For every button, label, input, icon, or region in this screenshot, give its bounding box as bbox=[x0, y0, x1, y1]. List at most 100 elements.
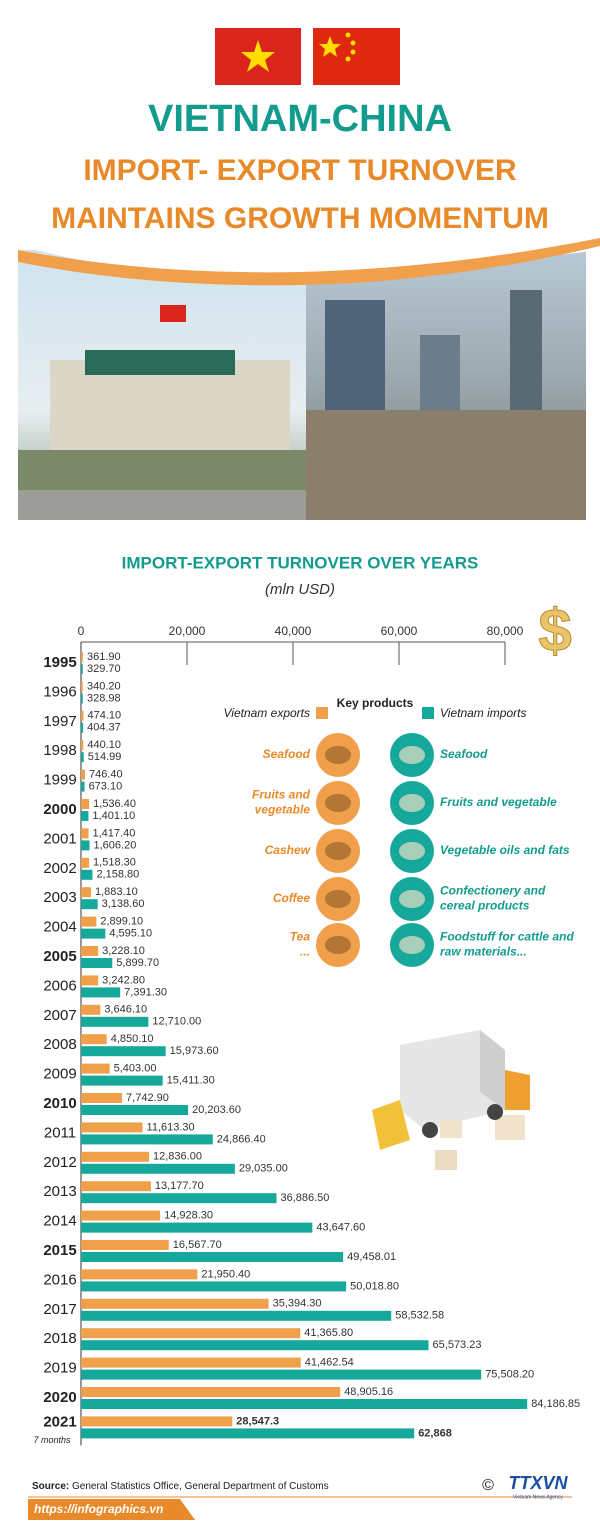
footer: Source: General Statistics Office, Gener… bbox=[28, 1473, 572, 1520]
bar bbox=[81, 769, 85, 780]
category-note: 7 months bbox=[33, 1435, 71, 1445]
chart-subtitle: (mln USD) bbox=[265, 581, 335, 598]
bar bbox=[81, 811, 89, 821]
y-tick-label: 1999 bbox=[43, 772, 76, 789]
bar bbox=[81, 1093, 123, 1103]
value-label: 3,138.60 bbox=[102, 898, 145, 910]
bar bbox=[81, 1328, 301, 1339]
value-label: 62,868 bbox=[418, 1427, 452, 1439]
bar bbox=[81, 1252, 344, 1262]
y-tick-label: 2005 bbox=[43, 948, 76, 965]
value-label: 24,866.40 bbox=[217, 1133, 266, 1145]
bar bbox=[81, 1340, 429, 1351]
value-label: 329.70 bbox=[87, 663, 121, 675]
value-label: 1,518.30 bbox=[93, 857, 136, 869]
bar bbox=[81, 693, 83, 704]
bar bbox=[81, 840, 90, 851]
bar bbox=[81, 1281, 347, 1292]
bar bbox=[81, 1222, 313, 1233]
flag-star bbox=[319, 36, 341, 57]
y-tick-label: 2011 bbox=[44, 1124, 76, 1141]
product-image bbox=[399, 890, 425, 908]
bar bbox=[81, 1105, 189, 1115]
product-image bbox=[399, 794, 425, 812]
value-label: 340.20 bbox=[87, 680, 121, 692]
value-label: 4,850.10 bbox=[111, 1033, 154, 1045]
value-label: 361.90 bbox=[87, 651, 121, 663]
bar bbox=[81, 1240, 169, 1250]
bar bbox=[81, 857, 90, 868]
value-label: 2,899.10 bbox=[100, 916, 143, 928]
logo: TTXVN bbox=[508, 1473, 568, 1493]
bar bbox=[81, 1151, 150, 1162]
y-tick-label: 2020 bbox=[43, 1389, 76, 1406]
bar bbox=[81, 828, 89, 839]
x-tick-label: 20,000 bbox=[169, 624, 206, 638]
value-label: 50,018.80 bbox=[350, 1280, 399, 1292]
product-image bbox=[325, 794, 351, 812]
value-label: 12,836.00 bbox=[153, 1151, 202, 1163]
value-label: 440.10 bbox=[87, 739, 121, 751]
y-tick-label: 2015 bbox=[43, 1242, 76, 1259]
y-tick-label: 1995 bbox=[43, 654, 76, 671]
bar bbox=[81, 740, 84, 751]
y-tick-label: 2016 bbox=[43, 1271, 76, 1288]
export-product: Fruits and bbox=[252, 788, 311, 802]
bar bbox=[81, 1310, 392, 1321]
logo-subtitle: Vietnam News Agency bbox=[513, 1494, 563, 1500]
y-tick-label: 2000 bbox=[43, 801, 76, 818]
bar bbox=[81, 916, 97, 927]
bar bbox=[81, 975, 99, 986]
bar bbox=[81, 1163, 235, 1174]
x-tick-label: 60,000 bbox=[381, 624, 418, 638]
key-products: Key products Vietnam exports Vietnam imp… bbox=[224, 696, 574, 967]
source: Source: General Statistics Office, Gener… bbox=[32, 1481, 329, 1492]
flag-star bbox=[345, 32, 351, 38]
value-label: 2,158.80 bbox=[96, 869, 139, 881]
website: https://infographics.vn bbox=[34, 1502, 163, 1516]
value-label: 13,177.70 bbox=[155, 1180, 204, 1192]
building-roof bbox=[85, 350, 235, 375]
x-tick-label: 40,000 bbox=[275, 624, 312, 638]
value-label: 43,647.60 bbox=[316, 1222, 365, 1234]
bar bbox=[81, 1122, 143, 1133]
china-flag bbox=[313, 28, 400, 85]
value-label: 474.10 bbox=[88, 710, 122, 722]
value-label: 49,458.01 bbox=[347, 1251, 396, 1263]
value-label: 3,646.10 bbox=[104, 1004, 147, 1016]
value-label: 3,242.80 bbox=[102, 974, 145, 986]
value-label: 4,595.10 bbox=[109, 928, 152, 940]
bar bbox=[81, 664, 83, 674]
bar bbox=[81, 1369, 482, 1380]
legend-swatch bbox=[422, 707, 434, 719]
value-label: 746.40 bbox=[89, 769, 123, 781]
value-label: 41,365.80 bbox=[304, 1327, 353, 1339]
import-product: cereal products bbox=[440, 899, 530, 913]
value-label: 7,391.30 bbox=[124, 986, 167, 998]
value-label: 5,899.70 bbox=[116, 957, 159, 969]
bar bbox=[81, 946, 99, 956]
bar bbox=[81, 1134, 213, 1145]
flag-star bbox=[241, 40, 275, 72]
bar bbox=[81, 1075, 163, 1086]
bar bbox=[81, 781, 85, 792]
value-label: 20,203.60 bbox=[192, 1104, 241, 1116]
value-label: 1,417.40 bbox=[93, 827, 136, 839]
bar bbox=[81, 710, 84, 721]
y-tick-label: 2003 bbox=[43, 889, 76, 906]
bar bbox=[81, 1063, 110, 1074]
y-tick-label: 2021 bbox=[43, 1413, 76, 1430]
bar bbox=[81, 799, 90, 809]
tower bbox=[510, 290, 542, 420]
bar bbox=[81, 1016, 149, 1027]
bar bbox=[81, 887, 91, 898]
y-tick-label: 2006 bbox=[43, 977, 76, 994]
value-label: 1,883.10 bbox=[95, 886, 138, 898]
bar bbox=[81, 1416, 233, 1427]
bar bbox=[81, 869, 93, 880]
subtitle-line: IMPORT- EXPORT TURNOVER bbox=[83, 154, 517, 187]
value-label: 1,401.10 bbox=[92, 810, 135, 822]
dollar-icon: $ bbox=[538, 597, 571, 664]
bar bbox=[81, 1034, 107, 1045]
